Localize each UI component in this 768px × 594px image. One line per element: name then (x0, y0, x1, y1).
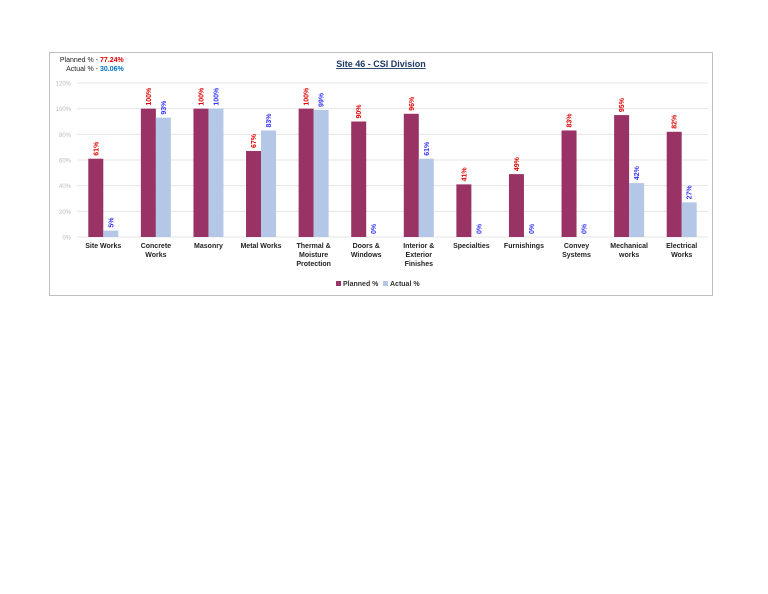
annotation-label: Actual % - (66, 66, 99, 73)
value-label: 61% (93, 141, 100, 156)
x-tick-label: Site Works (85, 243, 122, 250)
y-tick-label: 40% (59, 184, 72, 190)
bar (88, 158, 104, 237)
y-tick-label: 100% (56, 107, 72, 113)
value-label: 42% (634, 165, 641, 180)
x-tick-label: Furnishings (503, 243, 544, 250)
annotation-value: 30.06% (100, 66, 125, 73)
value-label: 82% (672, 114, 679, 129)
bar (313, 109, 329, 237)
annotation-value: 77.24% (100, 57, 125, 64)
bar (456, 184, 472, 237)
value-label: 0% (371, 223, 378, 234)
y-tick-label: 120% (56, 82, 72, 88)
value-label: 0% (582, 223, 589, 234)
value-label: 5% (108, 217, 115, 228)
x-tick-label: Concrete Works (140, 243, 172, 259)
value-label: 96% (409, 96, 416, 111)
annotation-label: Planned % - (60, 57, 99, 64)
value-label: 95% (619, 97, 626, 112)
x-tick-label: Electrical Works (666, 243, 698, 259)
value-label: 93% (161, 100, 168, 115)
bar (351, 121, 367, 237)
x-tick-label: Mechanical works (610, 243, 648, 259)
bar (629, 183, 645, 237)
x-tick-label: Metal Works (240, 243, 282, 250)
value-label: 100% (213, 87, 220, 106)
value-label: 83% (266, 113, 273, 128)
value-label: 99% (319, 92, 326, 107)
value-label: 41% (461, 167, 468, 182)
bar (561, 130, 577, 237)
value-label: 100% (304, 87, 311, 106)
chart: Site 46 - CSI Division Planned % - 77.24… (56, 57, 708, 288)
y-tick-label: 0% (62, 236, 71, 242)
value-label: 83% (567, 113, 574, 128)
legend-swatch (383, 281, 388, 286)
bar (508, 174, 524, 237)
bar (103, 230, 119, 237)
legend-label: Planned % (343, 281, 379, 288)
bar (193, 108, 209, 237)
x-tick-label: Interior & Exterior Finishes (403, 243, 435, 268)
x-tick-label: Specialties (453, 243, 490, 250)
y-tick-label: 60% (59, 159, 72, 165)
bar (418, 158, 434, 237)
bar (261, 130, 277, 237)
x-tick-label: Convey Systems (562, 243, 591, 259)
bar (246, 151, 262, 237)
y-tick-label: 80% (59, 133, 72, 139)
bar (140, 108, 156, 237)
y-tick-label: 20% (59, 210, 72, 216)
value-label: 27% (687, 185, 694, 200)
value-label: 49% (514, 156, 521, 171)
chart-title: Site 46 - CSI Division (336, 59, 426, 69)
bar (403, 113, 419, 237)
x-tick-label: Thermal & Moisture Protection (296, 243, 331, 268)
value-label: 61% (424, 141, 431, 156)
bar (155, 117, 171, 237)
legend-swatch (336, 281, 341, 286)
legend-label: Actual % (390, 281, 420, 288)
value-label: 0% (476, 223, 483, 234)
value-label: 100% (146, 87, 153, 106)
value-label: 0% (529, 223, 536, 234)
chart-frame: Site 46 - CSI Division Planned % - 77.24… (49, 52, 713, 296)
bar (208, 108, 224, 237)
x-tick-label: Masonry (194, 243, 223, 250)
bar (681, 202, 697, 237)
x-tick-label: Doors & Windows (350, 243, 382, 259)
value-label: 67% (251, 133, 258, 148)
value-label: 100% (198, 87, 205, 106)
value-label: 90% (356, 104, 363, 119)
bar (614, 115, 630, 237)
bar (666, 131, 682, 237)
bar (298, 108, 314, 237)
